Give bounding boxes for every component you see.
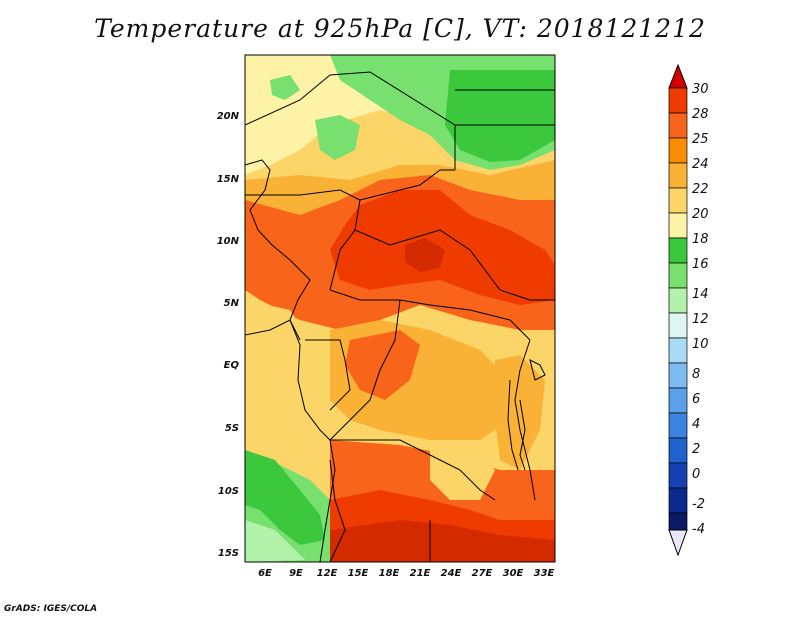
colorbar-label: -2 [692,497,705,512]
coastlines [245,159,546,562]
field-central-red [330,190,555,305]
colorbar-bin [668,162,688,189]
lon-label: 33E [534,568,555,579]
lon-axis: 6E 9E 12E 15E 18E 21E 24E 27E 30E 33E [258,568,554,579]
colorbar: 30 28 25 24 22 20 18 16 14 12 10 8 6 4 2… [668,63,709,557]
colorbar-bin [668,287,688,314]
colorbar-bin [668,337,688,364]
colorbar-bin [668,137,688,164]
colorbar-label: 18 [692,232,709,247]
lat-label: 15S [218,548,239,559]
lat-label: 15N [217,174,240,185]
field-northeast-darkgreen [445,70,555,162]
colorbar-bin [668,237,688,264]
colorbar-label: 8 [692,367,700,382]
colorbar-label: 28 [692,107,709,122]
colorbar-bin [668,462,688,489]
lon-label: 12E [317,568,338,579]
colorbar-bin [668,487,688,514]
lon-label: 30E [503,568,524,579]
colorbar-label: 6 [692,392,700,407]
colorbar-bin [668,362,688,389]
credit-text: GrADS: IGES/COLA [4,604,98,614]
map-title: Temperature at 925hPa [C], VT: 201812121… [94,14,706,43]
lat-label: EQ [224,360,240,371]
lat-label: 5N [224,298,240,309]
colorbar-bin [668,112,688,139]
colorbar-label: 24 [692,157,709,172]
lon-label: 24E [441,568,462,579]
lon-label: 15E [348,568,369,579]
colorbar-label: 4 [692,417,700,432]
field-north-green-patch2 [270,75,300,100]
colorbar-bin [668,212,688,239]
field-north-green-patch [315,115,360,160]
lon-label: 27E [472,568,493,579]
colorbar-bin [668,512,688,531]
field-west-coast-yellow [245,300,330,470]
field-sw-darkgreen [245,450,325,545]
colorbar-bin [668,437,688,464]
lon-label: 18E [379,568,400,579]
colorbar-bin [668,412,688,439]
temperature-field [245,55,555,562]
field-east-pale [430,440,495,500]
colorbar-arrow-top [668,63,688,89]
colorbar-label: 16 [692,257,709,272]
map-frame [244,54,556,563]
field-sw-palegreen [245,520,305,562]
lon-label: 6E [258,568,272,579]
field-east-lakes [495,355,545,470]
lat-label: 20N [217,111,240,122]
colorbar-bin [668,312,688,339]
colorbar-bin [668,187,688,214]
colorbar-label: 20 [692,207,709,222]
colorbar-bin [668,87,688,114]
colorbar-label: 30 [692,82,709,97]
colorbar-label: 10 [692,337,709,352]
lat-label: 10S [218,486,239,497]
colorbar-arrow-bottom [668,529,688,557]
lat-label: 5S [225,423,239,434]
colorbar-label: 0 [692,467,700,482]
lat-axis: 20N 15N 10N 5N EQ 5S 10S 15S [217,111,240,559]
colorbar-label: -4 [692,522,705,537]
colorbar-label: 2 [692,442,700,457]
country-borders [245,71,555,562]
colorbar-label: 25 [692,132,709,147]
field-south-darkred [330,520,555,562]
colorbar-bin [668,262,688,289]
lon-label: 9E [289,568,303,579]
field-central-darkred [405,238,445,272]
colorbar-label: 14 [692,287,709,302]
lat-label: 10N [217,236,240,247]
colorbar-bin [668,387,688,414]
lon-label: 21E [410,568,431,579]
colorbar-label: 22 [692,182,709,197]
colorbar-label: 12 [692,312,709,327]
